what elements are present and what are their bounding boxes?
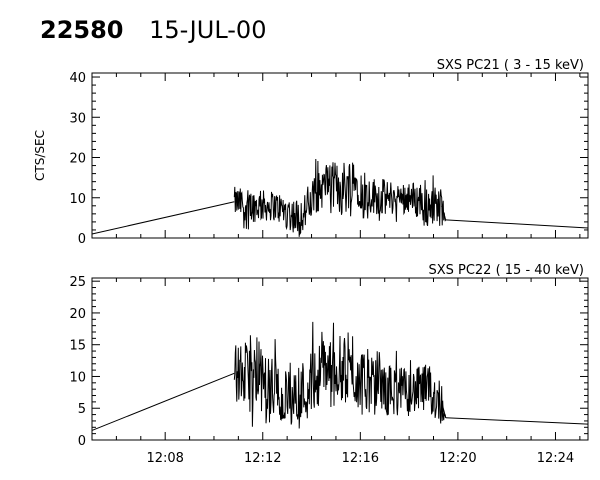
x-tick-label: 12:12: [244, 451, 281, 466]
y-tick-label: 0: [78, 434, 86, 449]
series-line: [445, 219, 589, 229]
panel-title: SXS PC21 ( 3 - 15 keV): [437, 58, 584, 73]
plot-header: 22580 15-JUL-00: [40, 14, 266, 46]
series-line: [441, 205, 447, 221]
y-tick-label: 10: [69, 192, 86, 207]
y-tick-label: 25: [69, 275, 86, 290]
y-tick-label: 10: [69, 370, 86, 385]
series-line: [445, 417, 589, 425]
series-noise: [233, 321, 447, 429]
series-line: [441, 401, 447, 418]
observation-date: 15-JUL-00: [149, 16, 267, 44]
y-tick-label: 30: [69, 111, 86, 126]
observation-id: 22580: [40, 16, 124, 44]
series-line: [91, 372, 235, 431]
y-tick-label: 15: [69, 339, 86, 354]
x-tick-label: 12:20: [439, 451, 476, 466]
series-line: [91, 201, 235, 235]
y-tick-label: 20: [69, 307, 86, 322]
y-tick-label: 0: [78, 232, 86, 247]
x-tick-label: 12:08: [146, 451, 183, 466]
x-tick-label: 12:16: [342, 451, 379, 466]
series-noise: [233, 158, 447, 237]
y-tick-label: 40: [69, 71, 86, 86]
y-axis-label: CTS/SEC: [33, 130, 47, 181]
y-tick-label: 20: [69, 152, 86, 167]
y-tick-label: 5: [78, 402, 86, 417]
panel-title: SXS PC22 ( 15 - 40 keV): [428, 263, 584, 278]
panel-frame: [91, 277, 589, 441]
panel-frame: [91, 72, 589, 239]
x-tick-label: 12:24: [537, 451, 574, 466]
